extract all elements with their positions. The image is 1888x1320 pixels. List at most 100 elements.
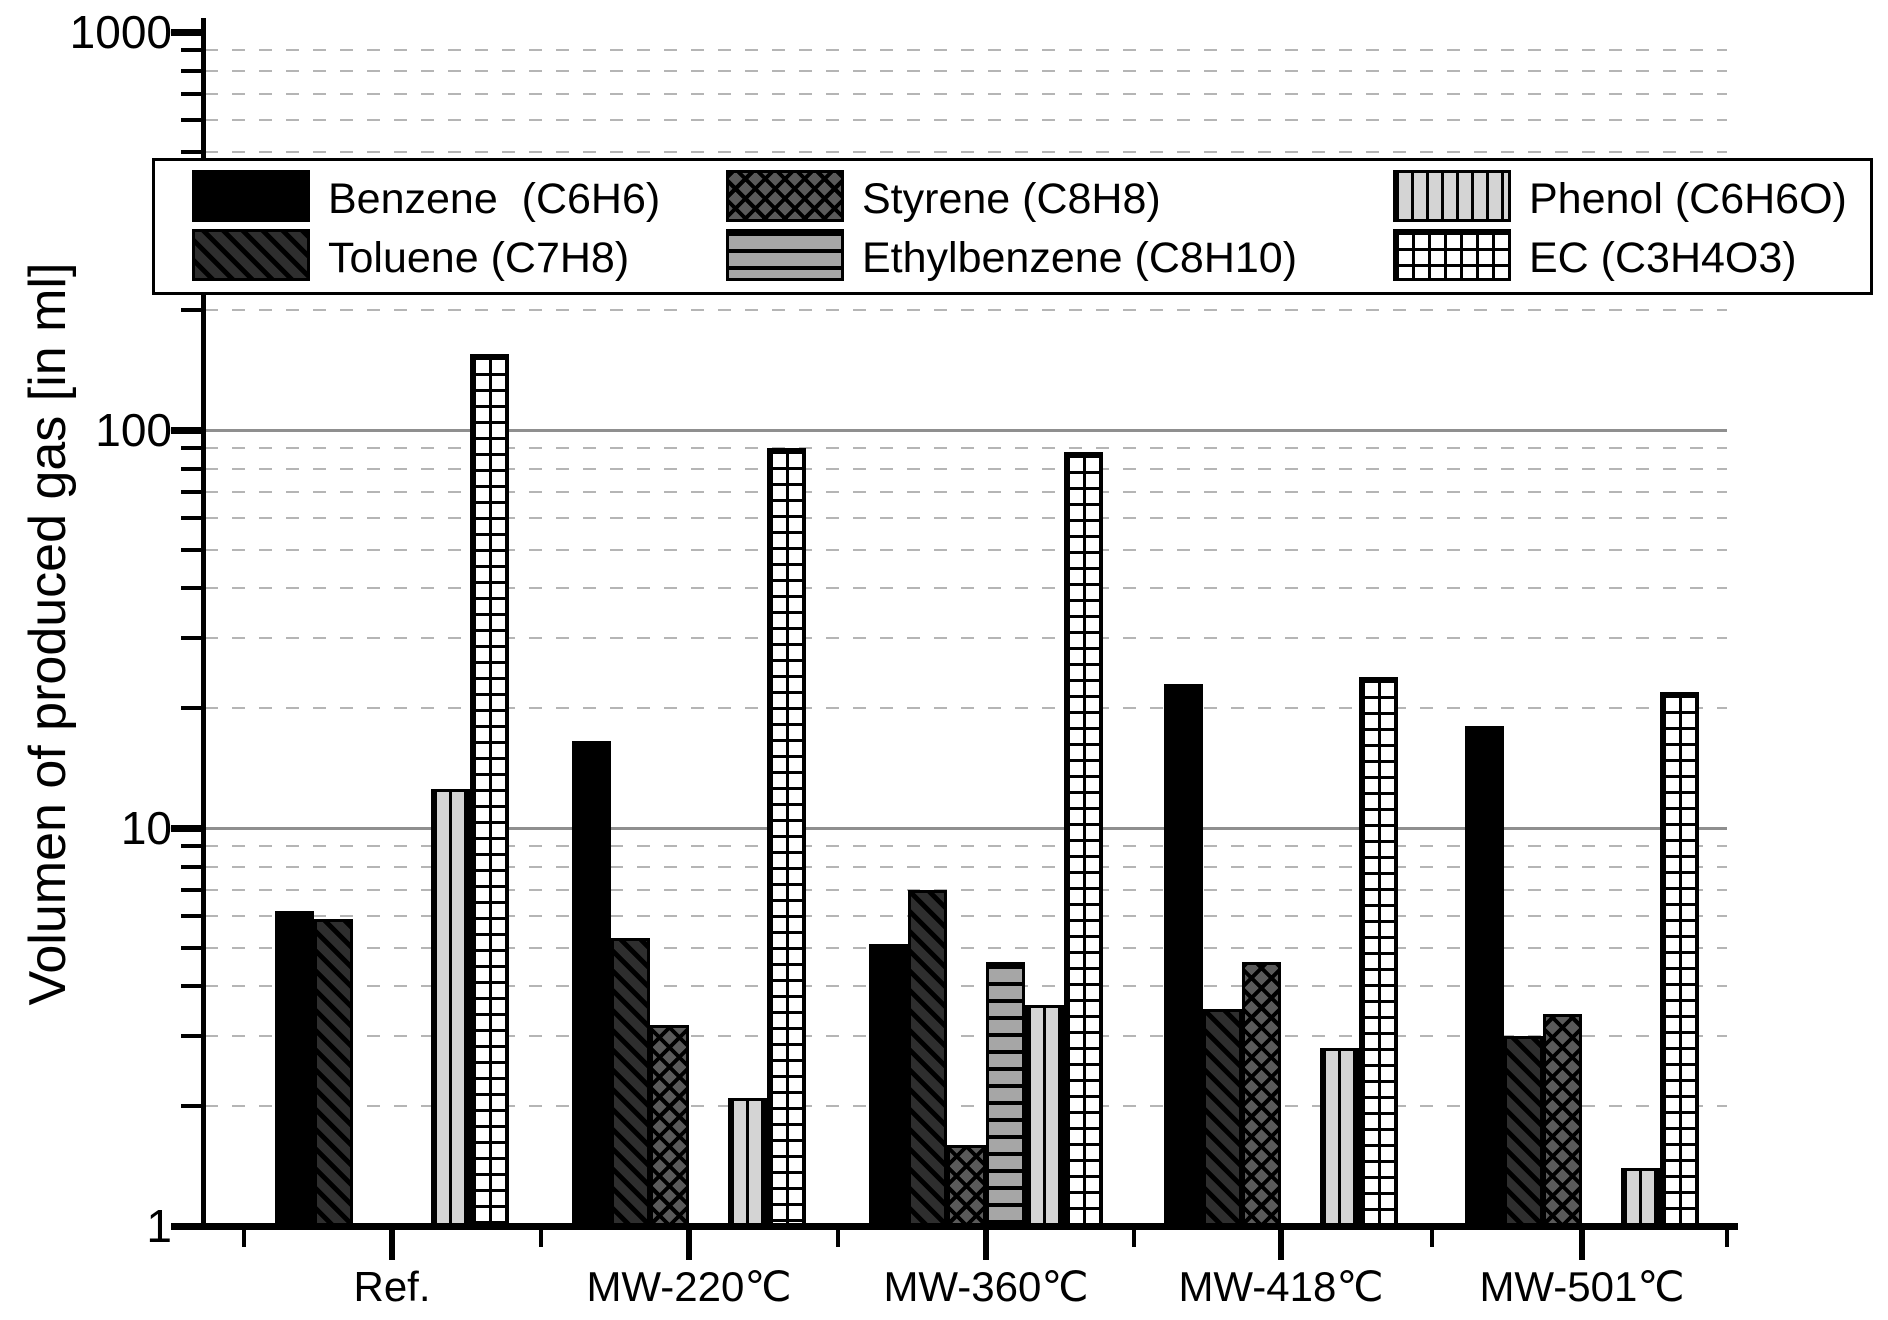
x-tick-label: MW-501℃ bbox=[1479, 1263, 1685, 1310]
y-axis-minor-tick bbox=[181, 149, 201, 154]
minor-gridline bbox=[205, 637, 1727, 640]
x-axis-minor-tick bbox=[241, 1230, 246, 1247]
y-tick-label: 10 bbox=[120, 802, 172, 854]
major-gridline bbox=[205, 827, 1727, 830]
y-axis-minor-tick bbox=[181, 914, 201, 919]
bar-styrene-MW-360℃ bbox=[947, 1144, 986, 1229]
y-axis-minor-tick bbox=[181, 586, 201, 591]
bar-styrene-MW-220℃ bbox=[650, 1024, 689, 1229]
minor-gridline bbox=[205, 1105, 1727, 1108]
bar-toluene-MW-220℃ bbox=[611, 937, 650, 1229]
y-axis-minor-tick bbox=[181, 118, 201, 123]
legend-label: Toluene (C7H8) bbox=[328, 234, 630, 282]
bar-styrene-MW-418℃ bbox=[1242, 962, 1281, 1229]
minor-gridline bbox=[205, 548, 1727, 551]
minor-gridline bbox=[205, 707, 1727, 710]
bar-benzene-MW-418℃ bbox=[1164, 684, 1203, 1229]
y-axis-major-tick bbox=[171, 427, 201, 434]
minor-gridline bbox=[205, 888, 1727, 891]
minor-gridline bbox=[205, 845, 1727, 848]
y-axis-minor-tick bbox=[181, 308, 201, 313]
minor-gridline bbox=[205, 865, 1727, 868]
x-axis-spine bbox=[197, 1223, 1738, 1230]
y-tick-label: 100 bbox=[95, 404, 172, 456]
x-tick-label: MW-220℃ bbox=[586, 1263, 792, 1310]
bar-phenol-Ref. bbox=[431, 789, 470, 1229]
x-axis-minor-tick bbox=[1429, 1230, 1434, 1247]
legend-label: EC (C3H4O3) bbox=[1529, 234, 1797, 282]
x-axis-minor-tick bbox=[1131, 1230, 1136, 1247]
legend-swatch-grid-checker bbox=[1393, 229, 1511, 281]
minor-gridline bbox=[205, 587, 1727, 590]
minor-gridline bbox=[205, 309, 1727, 312]
minor-gridline bbox=[205, 915, 1727, 918]
bar-ec-MW-220℃ bbox=[767, 448, 806, 1229]
y-axis-minor-tick bbox=[181, 636, 201, 641]
legend-label: Ethylbenzene (C8H10) bbox=[862, 234, 1298, 282]
minor-gridline bbox=[205, 69, 1727, 72]
y-axis-minor-tick bbox=[181, 446, 201, 451]
y-axis-minor-tick bbox=[181, 48, 201, 53]
x-axis-major-tick bbox=[389, 1230, 395, 1260]
legend-swatch-solid-black bbox=[192, 170, 310, 222]
bar-toluene-Ref. bbox=[314, 919, 353, 1229]
legend-label: Benzene (C6H6) bbox=[328, 175, 661, 223]
y-axis-minor-tick bbox=[181, 1034, 201, 1039]
bar-ec-MW-418℃ bbox=[1359, 676, 1398, 1229]
minor-gridline bbox=[205, 447, 1727, 450]
bar-benzene-MW-220℃ bbox=[572, 741, 611, 1229]
minor-gridline bbox=[205, 49, 1727, 52]
x-tick-label: MW-418℃ bbox=[1178, 1263, 1384, 1310]
bar-phenol-MW-220℃ bbox=[728, 1097, 767, 1229]
y-axis-minor-tick bbox=[181, 91, 201, 96]
y-axis-minor-tick bbox=[181, 945, 201, 950]
legend-swatch-vertical-lines bbox=[1393, 170, 1511, 222]
minor-gridline bbox=[205, 150, 1727, 153]
x-axis-minor-tick bbox=[1725, 1230, 1729, 1247]
y-tick-label: 1000 bbox=[69, 6, 172, 58]
x-axis-major-tick bbox=[1579, 1230, 1585, 1260]
legend-swatch-horizontal-lines bbox=[726, 229, 844, 281]
y-axis-minor-tick bbox=[181, 864, 201, 869]
bar-phenol-MW-360℃ bbox=[1025, 1004, 1064, 1229]
minor-gridline bbox=[205, 985, 1727, 988]
legend-box: Benzene (C6H6) Toluene (C7H8) Styrene (C8H… bbox=[152, 158, 1873, 295]
x-axis-major-tick bbox=[686, 1230, 692, 1260]
y-axis-major-tick bbox=[171, 29, 201, 36]
minor-gridline bbox=[205, 517, 1727, 520]
bar-styrene-MW-501℃ bbox=[1543, 1014, 1582, 1229]
bar-toluene-MW-360℃ bbox=[908, 889, 947, 1229]
y-axis-minor-tick bbox=[181, 887, 201, 892]
x-tick-label: MW-360℃ bbox=[883, 1263, 1089, 1310]
y-axis-minor-tick bbox=[181, 68, 201, 73]
x-tick-label: Ref. bbox=[353, 1263, 431, 1310]
minor-gridline bbox=[205, 92, 1727, 95]
minor-gridline bbox=[205, 946, 1727, 949]
x-axis-major-tick bbox=[1278, 1230, 1284, 1260]
minor-gridline bbox=[205, 467, 1727, 470]
y-axis-minor-tick bbox=[181, 547, 201, 552]
x-axis-minor-tick bbox=[835, 1230, 840, 1247]
minor-gridline bbox=[205, 119, 1727, 122]
y-axis-minor-tick bbox=[181, 466, 201, 471]
bar-phenol-MW-501℃ bbox=[1621, 1167, 1660, 1229]
legend-label: Phenol (C6H6O) bbox=[1529, 175, 1847, 223]
y-axis-minor-tick bbox=[181, 706, 201, 711]
bar-benzene-MW-360℃ bbox=[869, 944, 908, 1229]
bar-ec-Ref. bbox=[470, 354, 509, 1229]
y-tick-label: 1 bbox=[146, 1200, 172, 1252]
bar-ec-MW-501℃ bbox=[1660, 691, 1699, 1229]
legend-swatch-diamond-crosshatch bbox=[726, 170, 844, 222]
major-gridline bbox=[205, 429, 1727, 432]
minor-gridline bbox=[205, 490, 1727, 493]
y-axis-minor-tick bbox=[181, 489, 201, 494]
bar-toluene-MW-418℃ bbox=[1203, 1009, 1242, 1229]
y-axis-minor-tick bbox=[181, 516, 201, 521]
y-axis-spine bbox=[201, 18, 206, 1230]
y-axis-minor-tick bbox=[181, 844, 201, 849]
y-axis-major-tick bbox=[171, 1223, 201, 1230]
